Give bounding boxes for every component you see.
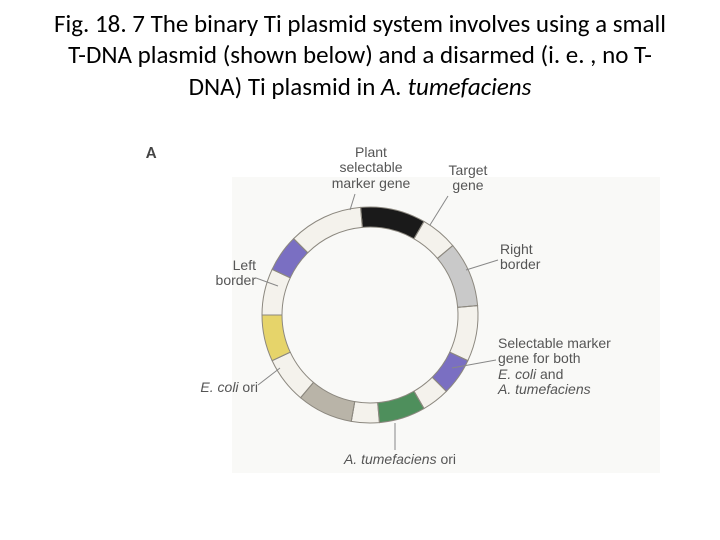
- right-border-label: Rightborder: [500, 242, 570, 273]
- caption-line-2: T-DNA plasmid (shown below) and a disarm…: [10, 39, 710, 70]
- left-border-label: Leftborder: [186, 258, 256, 289]
- plasmid-segment-gap4: [351, 402, 379, 423]
- plasmid-ring-svg: [140, 140, 660, 500]
- caption-line-1: Fig. 18. 7 The binary Ti plasmid system …: [10, 8, 710, 39]
- caption-line-3a: DNA) Ti plasmid in: [189, 71, 381, 102]
- plant-marker-label: Plantselectablemarker gene: [316, 145, 426, 191]
- caption-line-3b: A. tumefaciens: [381, 71, 531, 102]
- plasmid-diagram: Plantselectablemarker gene Targetgene Righ…: [140, 140, 660, 500]
- sel-marker-label: Selectable markergene for bothE. coli an…: [498, 336, 648, 398]
- caption-line-3: DNA) Ti plasmid in A. tumefaciens: [10, 71, 710, 102]
- target-gene-label: Targetgene: [438, 163, 498, 194]
- ecoli-ori-label: E. coli ori: [178, 380, 258, 395]
- figure-caption: Fig. 18. 7 The binary Ti plasmid system …: [10, 8, 710, 102]
- atum-ori-label: A. tumefaciens ori: [330, 452, 470, 467]
